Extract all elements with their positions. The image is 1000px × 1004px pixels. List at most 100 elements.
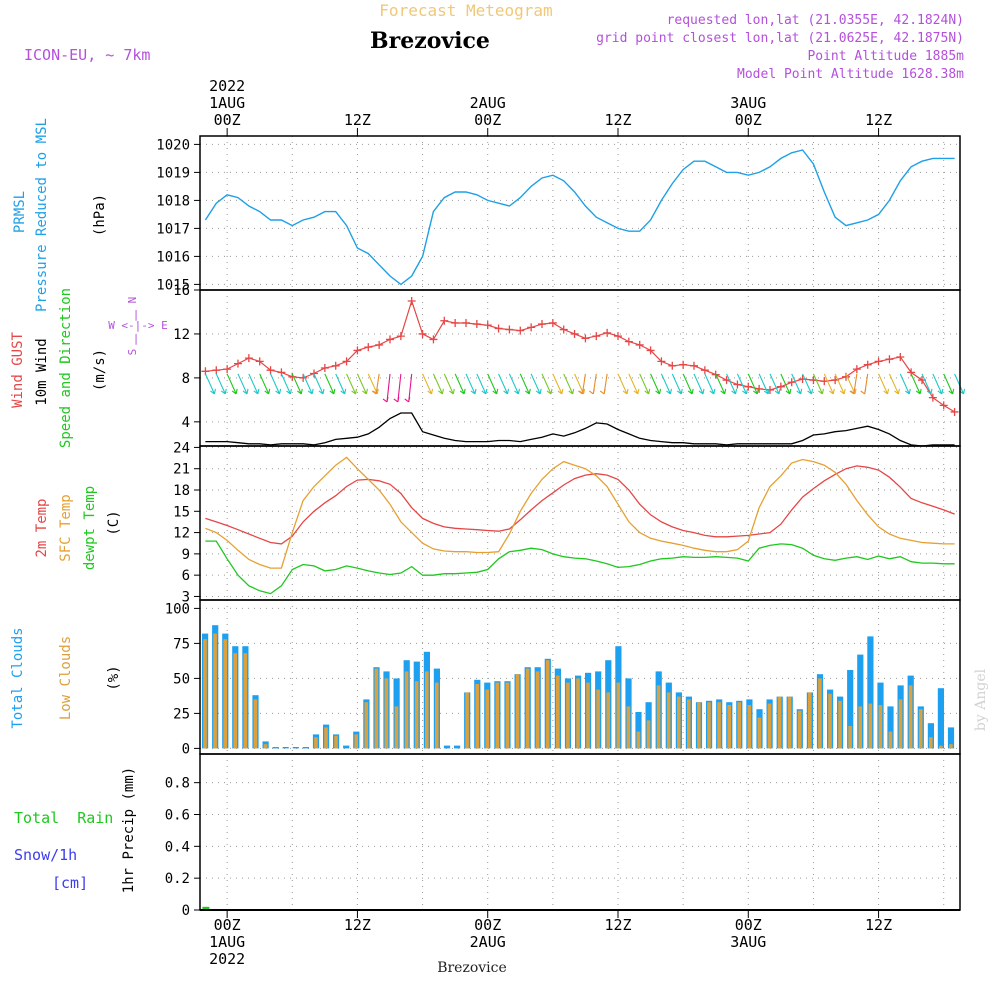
y-tick-label: 1015 [156, 277, 190, 293]
low-cloud-bar [334, 735, 338, 749]
wind-direction-arrow [617, 373, 629, 395]
wind-direction-arrow [910, 373, 922, 395]
wind-direction-arrow [541, 373, 553, 395]
y-tick-label: 12 [173, 327, 190, 343]
wind-gust-marker [603, 328, 612, 337]
sfc-temp-line [205, 456, 955, 569]
wind-direction-arrow [313, 373, 325, 395]
bottom-time-label: 00Z [474, 916, 501, 934]
wind-direction-arrow [693, 373, 705, 395]
low-cloud-bar [737, 702, 741, 749]
low-cloud-bar [777, 696, 782, 749]
y-tick-label: 1017 [156, 221, 190, 237]
station-title: Brezovice [370, 28, 490, 54]
wind-gust-marker [418, 329, 427, 338]
y-tick-label: 3 [182, 589, 190, 605]
wind-direction-arrow [769, 373, 781, 395]
wind-gust-marker [657, 357, 666, 366]
low-cloud-bar [425, 671, 429, 749]
wind-gust-marker [244, 354, 253, 363]
low-cloud-bar [243, 653, 248, 749]
wind-gust-marker [668, 361, 677, 370]
low-cloud-bar [475, 684, 479, 749]
low-cloud-bar [908, 685, 913, 749]
wind-gust-marker [624, 337, 633, 346]
precip-ylabel: 1hr Precip (mm) [121, 767, 137, 893]
low-cloud-bar [808, 692, 812, 749]
wind-gust-marker [559, 325, 568, 334]
y-tick-label: 1016 [156, 249, 190, 265]
bottom-time-label: 3AUG [730, 933, 766, 951]
low-cloud-bar [626, 706, 631, 749]
low-cloud-bar [485, 689, 489, 749]
wind-gust-marker [353, 346, 362, 355]
y-tick-label: 50 [173, 671, 190, 687]
wind-direction-arrow [888, 373, 900, 395]
wind-gust-marker [396, 332, 405, 341]
forecast-title: Forecast Meteogram [379, 1, 552, 20]
wind-gust-marker [950, 407, 959, 416]
pressure-label-prmsl: PRMSL [12, 191, 28, 233]
rain-bar [202, 906, 210, 910]
wind-gust-marker [223, 365, 232, 374]
dewpt-temp-line [205, 540, 955, 595]
wind-direction-arrow [204, 373, 216, 395]
wind-direction-arrow [588, 373, 597, 395]
wind-direction-arrow [237, 373, 249, 395]
wind-direction-arrow [382, 373, 391, 403]
wind-direction-arrow [259, 373, 271, 395]
low-cloud-bar [515, 674, 520, 749]
low-cloud-bar [253, 699, 258, 749]
compass-west-east: W <-|-> E [108, 319, 168, 332]
top-time-label: 12Z [344, 111, 371, 129]
bottom-time-label: 12Z [344, 916, 371, 934]
wind-direction-arrow [599, 373, 608, 395]
y-tick-label: 0 [182, 903, 190, 919]
wind-direction-arrow [812, 373, 824, 395]
low-cloud-bar [918, 709, 923, 749]
total-cloud-bar [282, 747, 289, 749]
wind-gust-marker [407, 296, 416, 305]
top-time-label: 00Z [474, 111, 501, 129]
wind-direction-arrow [552, 373, 564, 395]
pressure-unit: (hPa) [92, 194, 108, 236]
total-cloud-bar [947, 727, 955, 749]
total-cloud-bar [343, 745, 350, 749]
total-cloud-bar [937, 688, 944, 749]
low-cloud-bar [697, 702, 701, 749]
top-time-label: 12Z [865, 111, 892, 129]
low-cloud-bar [939, 745, 943, 749]
low-cloud-bar [727, 705, 731, 749]
low-cloud-bar [435, 682, 439, 749]
low-cloud-bar [687, 699, 691, 749]
total-cloud-bar [867, 636, 874, 749]
temp-unit: (C) [106, 510, 122, 535]
bottom-time-label: 2AUG [470, 933, 506, 951]
wind-gust-marker [679, 360, 688, 369]
low-cloud-bar [404, 671, 409, 749]
y-tick-label: 12 [173, 526, 190, 542]
wind-gust-marker [527, 323, 536, 332]
wind-gust-marker [852, 365, 861, 374]
2m-temp-line [205, 465, 955, 545]
compass-bar-lower: | [133, 332, 140, 345]
compass-south: S [126, 349, 139, 356]
low-cloud-bar [324, 727, 328, 749]
wind-direction-arrow [921, 373, 933, 395]
low-cloud-bar [213, 633, 217, 749]
low-cloud-bar [223, 639, 227, 749]
wind-direction-arrow [628, 373, 640, 395]
y-tick-label: 25 [173, 706, 190, 722]
low-cloud-bar [414, 681, 419, 749]
wind-gust-marker [766, 385, 774, 394]
wind-gust-marker [863, 360, 872, 369]
low-cloud-bar [596, 689, 600, 749]
wind-gust-marker [614, 332, 622, 341]
low-cloud-bar [606, 692, 610, 749]
low-cloud-bar [878, 705, 883, 749]
y-tick-label: 0.2 [165, 871, 190, 887]
wind-unit: (m/s) [92, 349, 108, 391]
wind-direction-arrow [758, 373, 770, 395]
